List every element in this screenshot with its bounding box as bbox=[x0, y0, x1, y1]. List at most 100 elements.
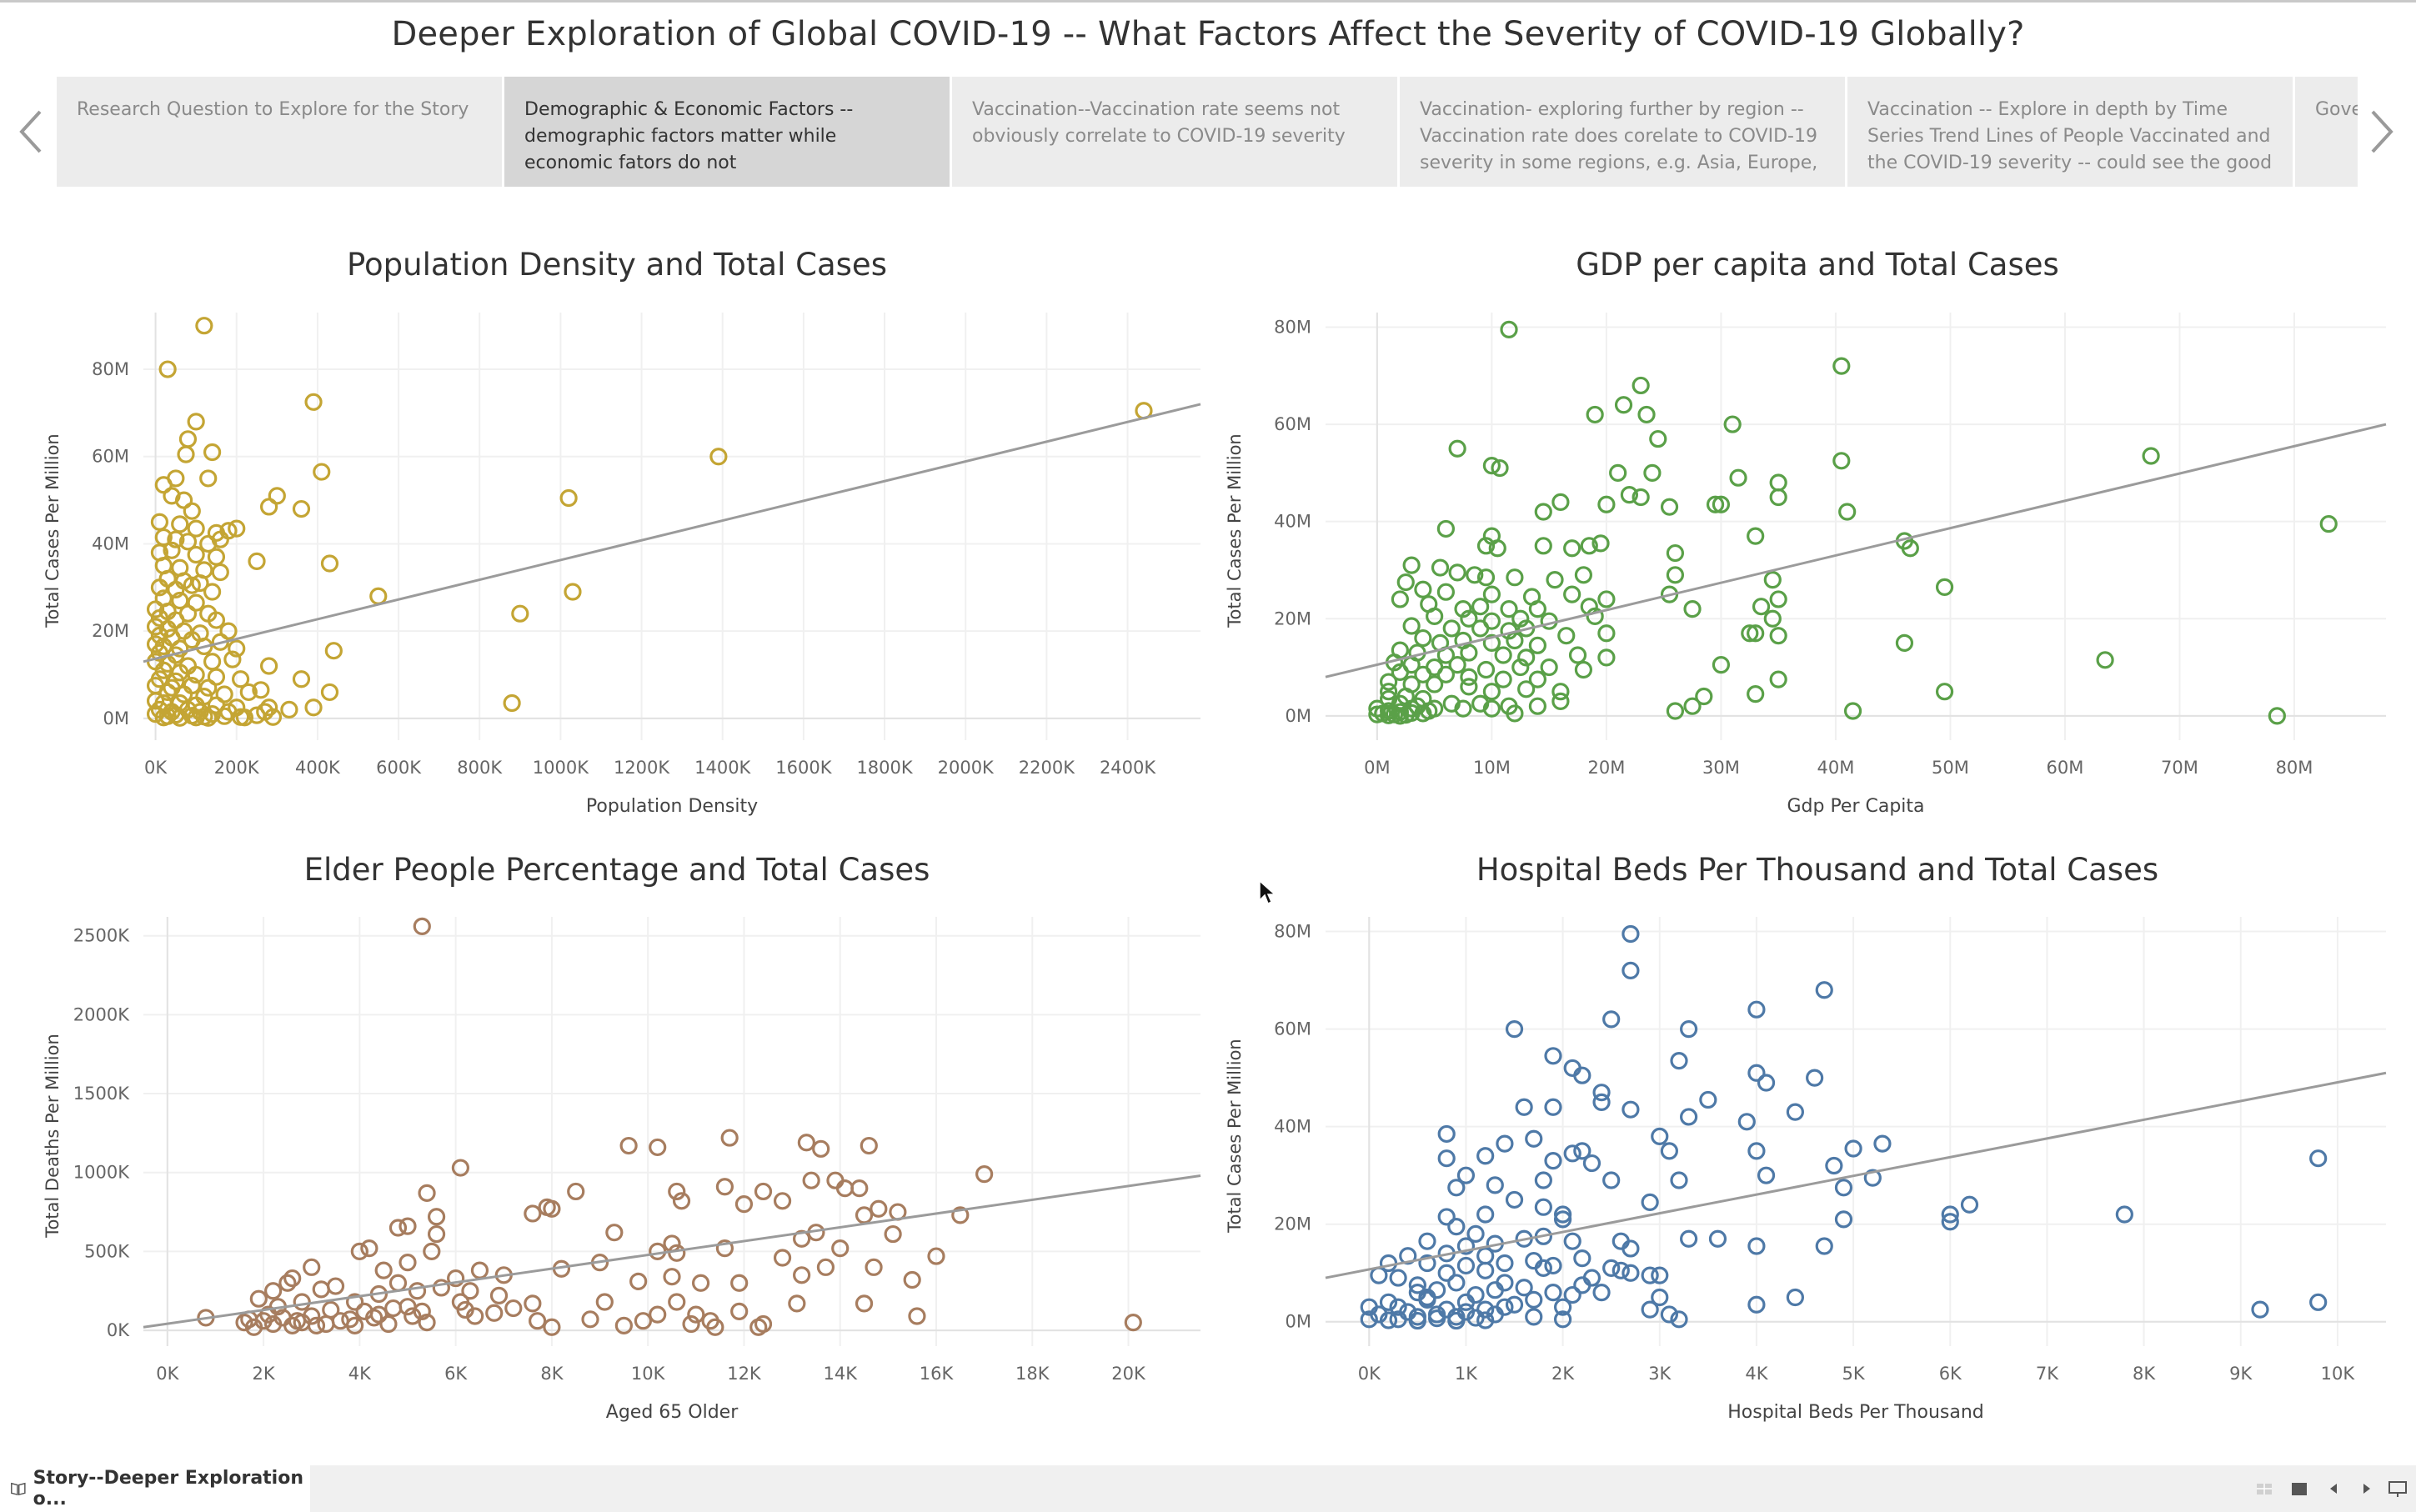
data-point bbox=[203, 653, 222, 671]
story-point-tab[interactable]: Government measures and severity bbox=[2295, 77, 2358, 187]
sheet-sorter-icon[interactable] bbox=[2254, 1479, 2274, 1499]
trend-line bbox=[143, 403, 1201, 663]
data-point bbox=[1563, 1144, 1581, 1163]
data-point bbox=[1379, 1311, 1398, 1329]
x-tick-label: 0K bbox=[144, 758, 168, 778]
data-point bbox=[461, 1282, 479, 1300]
data-point bbox=[1370, 1266, 1388, 1284]
data-point bbox=[1683, 600, 1702, 618]
data-point bbox=[1391, 663, 1409, 681]
data-point bbox=[1935, 578, 1954, 596]
data-point bbox=[1437, 1208, 1456, 1226]
window-top-border bbox=[0, 0, 2416, 3]
data-point bbox=[1525, 1129, 1543, 1148]
data-point bbox=[1418, 1288, 1436, 1307]
story-point-tab[interactable]: Research Question to Explore for the Sto… bbox=[57, 77, 502, 187]
previous-sheet-icon[interactable] bbox=[2324, 1479, 2344, 1499]
data-point bbox=[1660, 498, 1679, 516]
data-point bbox=[1597, 648, 1616, 667]
data-point bbox=[260, 498, 278, 516]
sheet-tab-story[interactable]: Story--Deeper Exploration o... bbox=[0, 1465, 310, 1512]
x-tick-label: 16K bbox=[920, 1364, 955, 1384]
data-point bbox=[1586, 607, 1604, 625]
data-point bbox=[754, 1314, 773, 1334]
data-point bbox=[1476, 1261, 1495, 1279]
data-point bbox=[369, 1305, 388, 1324]
data-point bbox=[1660, 1305, 1678, 1324]
data-point bbox=[788, 1294, 806, 1313]
filmstrip-icon[interactable] bbox=[2289, 1479, 2309, 1499]
x-tick-label: 400K bbox=[295, 758, 341, 778]
data-point bbox=[249, 1289, 268, 1308]
data-point bbox=[1525, 1290, 1543, 1309]
data-point bbox=[1482, 457, 1501, 475]
data-point bbox=[529, 1312, 547, 1330]
presentation-mode-icon[interactable] bbox=[2388, 1479, 2408, 1499]
data-point bbox=[1602, 1010, 1621, 1029]
data-point bbox=[1592, 1093, 1611, 1111]
data-point bbox=[1517, 680, 1536, 698]
data-point bbox=[1680, 1229, 1698, 1248]
data-point bbox=[1747, 1142, 1766, 1160]
data-point bbox=[1414, 580, 1432, 598]
data-point bbox=[195, 637, 213, 656]
data-point bbox=[1737, 1113, 1756, 1131]
data-point bbox=[187, 519, 205, 538]
data-point bbox=[187, 708, 205, 727]
data-point bbox=[1511, 658, 1530, 677]
data-point bbox=[379, 1314, 398, 1334]
data-point bbox=[1602, 1171, 1621, 1189]
data-point bbox=[1670, 1310, 1688, 1329]
data-point bbox=[1466, 566, 1484, 584]
next-sheet-icon[interactable] bbox=[2356, 1479, 2376, 1499]
data-point bbox=[1476, 568, 1496, 587]
data-point bbox=[1471, 598, 1490, 616]
data-point bbox=[1396, 573, 1415, 592]
data-point bbox=[1544, 1256, 1562, 1275]
trend-line bbox=[1325, 1071, 2387, 1279]
data-point bbox=[1632, 376, 1650, 395]
x-tick-label: 1800K bbox=[856, 758, 913, 778]
data-point bbox=[1466, 1224, 1485, 1243]
story-point-tab[interactable]: Vaccination--Vaccination rate seems not … bbox=[952, 77, 1397, 187]
data-point bbox=[256, 703, 274, 721]
data-point bbox=[1834, 1210, 1853, 1229]
data-point bbox=[1591, 534, 1610, 553]
data-point bbox=[1622, 1239, 1640, 1258]
y-tick-label: 20M bbox=[1274, 608, 1311, 628]
story-point-tab-active[interactable]: Demographic & Economic Factors -- demogr… bbox=[504, 77, 950, 187]
story-book-icon bbox=[11, 1482, 26, 1496]
data-point bbox=[672, 1192, 691, 1210]
data-point bbox=[691, 1274, 710, 1292]
data-point bbox=[1494, 646, 1512, 664]
data-point bbox=[927, 1247, 945, 1265]
data-point bbox=[567, 1182, 585, 1201]
data-point bbox=[1712, 656, 1731, 674]
next-story-point-button[interactable] bbox=[2361, 98, 2403, 165]
data-point bbox=[1505, 1295, 1524, 1314]
x-tick-label: 800K bbox=[457, 758, 503, 778]
y-tick-label: 40M bbox=[1274, 512, 1311, 532]
data-point bbox=[1620, 486, 1639, 504]
data-point bbox=[1456, 1293, 1476, 1311]
data-point bbox=[773, 1192, 792, 1210]
data-point bbox=[1426, 675, 1444, 693]
data-point bbox=[1476, 1247, 1495, 1265]
story-point-tab[interactable]: Vaccination- exploring further by region… bbox=[1400, 77, 1845, 187]
data-point bbox=[264, 1282, 283, 1300]
data-point bbox=[1496, 1254, 1514, 1273]
data-point bbox=[682, 1314, 700, 1334]
data-point bbox=[1602, 1259, 1621, 1277]
data-point bbox=[1436, 665, 1455, 683]
data-point bbox=[239, 683, 258, 702]
data-point bbox=[1506, 568, 1524, 587]
previous-story-point-button[interactable] bbox=[10, 98, 52, 165]
y-tick-label: 40M bbox=[1274, 1117, 1311, 1137]
data-point bbox=[146, 692, 165, 710]
story-point-tab[interactable]: Vaccination -- Explore in depth by Time … bbox=[1847, 77, 2293, 187]
data-point bbox=[248, 706, 266, 724]
data-point bbox=[1609, 463, 1627, 482]
data-point bbox=[1447, 1179, 1466, 1197]
data-point bbox=[1747, 527, 1765, 545]
data-point bbox=[1124, 1313, 1142, 1332]
